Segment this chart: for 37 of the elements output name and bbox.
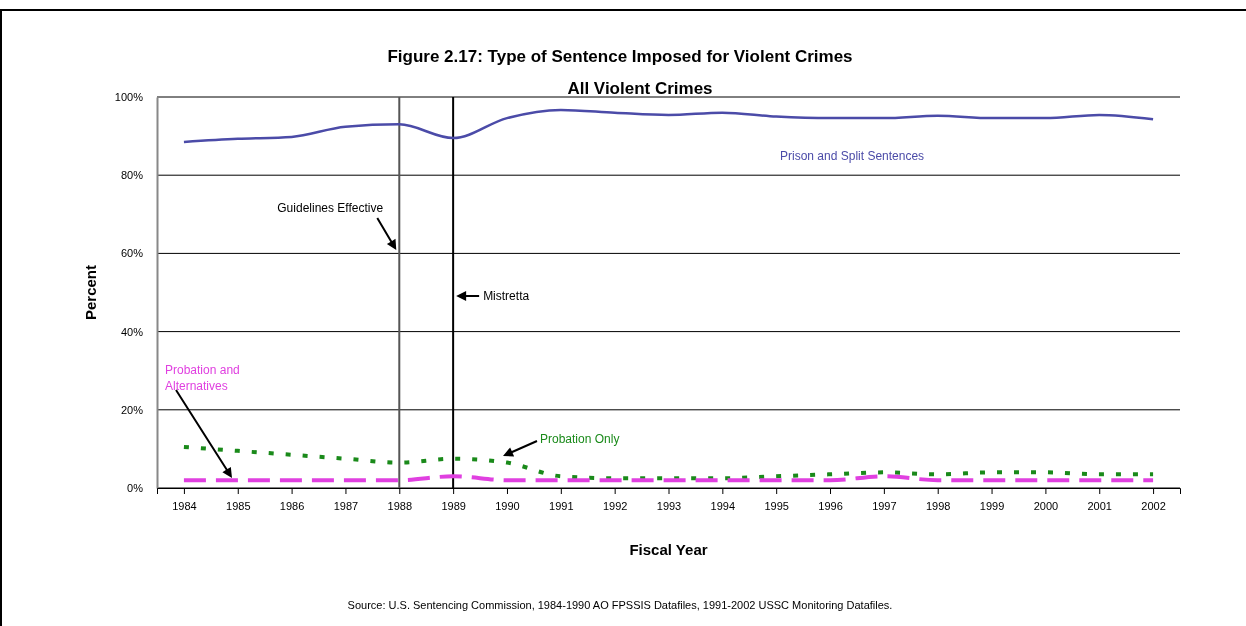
x-tick-label: 2001: [1087, 499, 1112, 512]
x-tick-label: 1993: [656, 499, 682, 512]
x-tick-label: 1998: [925, 499, 951, 512]
x-tick-label: 1999: [979, 499, 1005, 512]
x-tick-label: 1989: [441, 499, 466, 512]
y-tick-label: 60%: [120, 247, 144, 260]
line-series: [182, 108, 1155, 144]
text: Probation Only: [540, 432, 620, 446]
x-tick-label: 1994: [710, 499, 736, 512]
x-axis-title: Fiscal Year: [629, 541, 708, 558]
x-tick-label: 1986: [279, 499, 305, 512]
ref-line-label: Mistretta: [483, 289, 530, 303]
y-tick-label: 40%: [120, 325, 144, 338]
x-tick-label: 1991: [549, 499, 574, 512]
y-tick-label: 100%: [114, 91, 144, 104]
x-tick-label: 1987: [333, 499, 359, 512]
x-tick-label: 1995: [764, 499, 789, 512]
x-tick-label: 1984: [172, 499, 197, 512]
x-tick-label: 2002: [1141, 499, 1166, 512]
y-tick-label: 80%: [120, 169, 144, 182]
x-tick-label: 1985: [226, 499, 251, 512]
text: Prison and Split Sentences: [780, 149, 925, 163]
line-series: [181, 444, 1156, 481]
x-tick-label: 1990: [495, 499, 520, 512]
x-tick-label: 1996: [818, 499, 843, 512]
source-note: Source: U.S. Sentencing Commission, 1984-1990 AO FPSSIS Datafiles, 1991-2002 USSC Monitoring Datafiles.: [347, 599, 893, 611]
y-axis-title: Percent: [82, 264, 99, 321]
x-tick-label: 1988: [387, 499, 413, 512]
text: Probation and Alternatives: [165, 363, 240, 393]
ref-line-label: Guidelines Effective: [277, 201, 384, 215]
x-tick-label: 1997: [872, 499, 897, 512]
x-tick-label: 2000: [1033, 499, 1059, 512]
y-tick-label: 20%: [120, 403, 144, 416]
x-tick-label: 1992: [602, 499, 628, 512]
chart-title: Figure 2.17: Type of Sentence Imposed for Violent Crimes: [387, 47, 853, 66]
y-tick-label: 0%: [127, 482, 144, 495]
chart-subtitle: All Violent Crimes: [567, 79, 713, 98]
